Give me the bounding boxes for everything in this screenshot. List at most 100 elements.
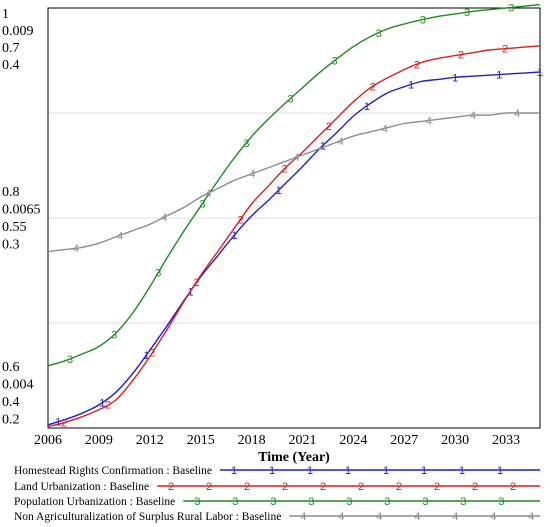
series-marker-2: 2: [105, 399, 111, 411]
legend-marker-4: 4: [452, 511, 458, 523]
legend-marker-4: 4: [338, 511, 344, 523]
series-marker-3: 3: [332, 56, 338, 68]
legend-marker-3: 3: [232, 496, 238, 508]
series-marker-4: 4: [382, 123, 388, 135]
legend-marker-2: 2: [434, 481, 440, 493]
series-marker-3: 3: [288, 93, 294, 105]
series-marker-1: 1: [55, 417, 61, 429]
legend-label: Homestead Rights Confirmation : Baseline: [14, 465, 212, 477]
y-tick-label: 0.3: [2, 238, 20, 253]
series-marker-2: 2: [370, 81, 376, 93]
legend-marker-1: 1: [459, 465, 465, 477]
legend-marker-2: 2: [396, 481, 402, 493]
series-marker-2: 2: [61, 418, 67, 430]
series-marker-1: 1: [320, 141, 326, 153]
y-tick-label: 0.7: [2, 41, 20, 56]
series-line-3: [47, 3, 541, 367]
x-tick-label: 2009: [85, 433, 113, 448]
y-tick-labels: 1 0.009 0.7 0.4 0.8 0.0065 0.55 0.3 0.6 0.004 0.4 0…: [2, 7, 41, 428]
series-marker-3: 3: [420, 14, 426, 26]
legend-label: Non Agriculturalization of Surplus Rural…: [14, 511, 281, 523]
y-tick-label: 0.8: [2, 185, 20, 200]
grid-lines: [48, 112, 540, 324]
series-marker-3: 3: [243, 138, 249, 150]
legend-marker-1: 1: [497, 465, 503, 477]
series-marker-4: 4: [249, 169, 255, 181]
y-tick-label: 0.4: [2, 58, 20, 73]
legend-marker-1: 1: [231, 465, 237, 477]
legend: Homestead Rights Confirmation : Baseline…: [14, 465, 540, 523]
series-marker-1: 1: [232, 230, 238, 242]
series-line-4: [47, 112, 540, 253]
series-marker-2: 2: [326, 121, 332, 133]
x-tick-label: 2006: [34, 433, 62, 448]
legend-label: Population Urbanization : Baseline: [14, 496, 175, 508]
series-marker-1: 1: [496, 70, 502, 82]
legend-marker-3: 3: [460, 496, 466, 508]
series-marker-1: 1: [143, 350, 149, 362]
series-marker-1: 1: [364, 101, 370, 113]
x-tick-label: 2018: [238, 433, 266, 448]
y-tick-label: 0.009: [2, 24, 34, 39]
series-marker-2: 2: [502, 44, 508, 56]
legend-marker-2: 2: [282, 481, 288, 493]
legend-marker-2: 2: [320, 481, 326, 493]
series-marker-1: 1: [537, 67, 543, 79]
legend-marker-3: 3: [194, 496, 200, 508]
series-marker-2: 2: [149, 348, 155, 360]
y-tick-label: 1: [2, 7, 9, 22]
legend-marker-1: 1: [421, 465, 427, 477]
series-marker-3: 3: [111, 329, 117, 341]
x-tick-label: 2015: [187, 433, 215, 448]
x-tick-label: 2012: [136, 433, 164, 448]
y-tick-label: 0.55: [2, 220, 27, 235]
series-marker-4: 4: [73, 243, 79, 255]
legend-marker-4: 4: [300, 511, 306, 523]
x-axis-title: Time (Year): [258, 450, 330, 465]
legend-marker-3: 3: [422, 496, 428, 508]
series-marker-4: 4: [293, 152, 299, 164]
series-marker-1: 1: [99, 397, 105, 409]
series-marker-3: 3: [199, 199, 205, 211]
x-tick-label: 2033: [492, 433, 520, 448]
series-marker-3: 3: [67, 354, 73, 366]
legend-marker-3: 3: [498, 496, 504, 508]
legend-marker-4: 4: [490, 511, 496, 523]
legend-marker-2: 2: [358, 481, 364, 493]
y-tick-label: 0.4: [2, 395, 20, 410]
series-marker-2: 2: [282, 164, 288, 176]
y-tick-label: 0.6: [2, 360, 20, 375]
legend-marker-3: 3: [270, 496, 276, 508]
legend-marker-1: 1: [345, 465, 351, 477]
series-marker-4: 4: [426, 115, 432, 127]
series-marker-3: 3: [508, 2, 514, 14]
legend-marker-2: 2: [206, 481, 212, 493]
plot-frame: [47, 7, 541, 429]
series-marker-4: 4: [117, 230, 123, 242]
legend-marker-4: 4: [528, 511, 534, 523]
series-marker-4: 4: [338, 136, 344, 148]
x-tick-label: 2027: [390, 433, 418, 448]
series-marker-4: 4: [205, 188, 211, 200]
legend-marker-2: 2: [244, 481, 250, 493]
legend-marker-1: 1: [269, 465, 275, 477]
legend-marker-3: 3: [384, 496, 390, 508]
series-marker-4: 4: [161, 212, 167, 224]
x-tick-label: 2024: [339, 433, 367, 448]
series-marker-3: 3: [376, 28, 382, 40]
legend-marker-2: 2: [472, 481, 478, 493]
legend-marker-1: 1: [383, 465, 389, 477]
y-tick-label: 0.0065: [2, 203, 41, 218]
legend-marker-3: 3: [346, 496, 352, 508]
series-marker-1: 1: [408, 80, 414, 92]
series-marker-3: 3: [155, 268, 161, 280]
legend-label: Land Urbanization : Baseline: [14, 481, 149, 493]
legend-marker-1: 1: [307, 465, 313, 477]
legend-marker-2: 2: [510, 481, 516, 493]
legend-marker-2: 2: [168, 481, 174, 493]
x-tick-label: 2021: [288, 433, 316, 448]
x-tick-label: 2030: [441, 433, 469, 448]
series-marker-4: 4: [470, 110, 476, 122]
y-tick-label: 0.004: [2, 378, 34, 393]
series-marker-1: 1: [276, 185, 282, 197]
